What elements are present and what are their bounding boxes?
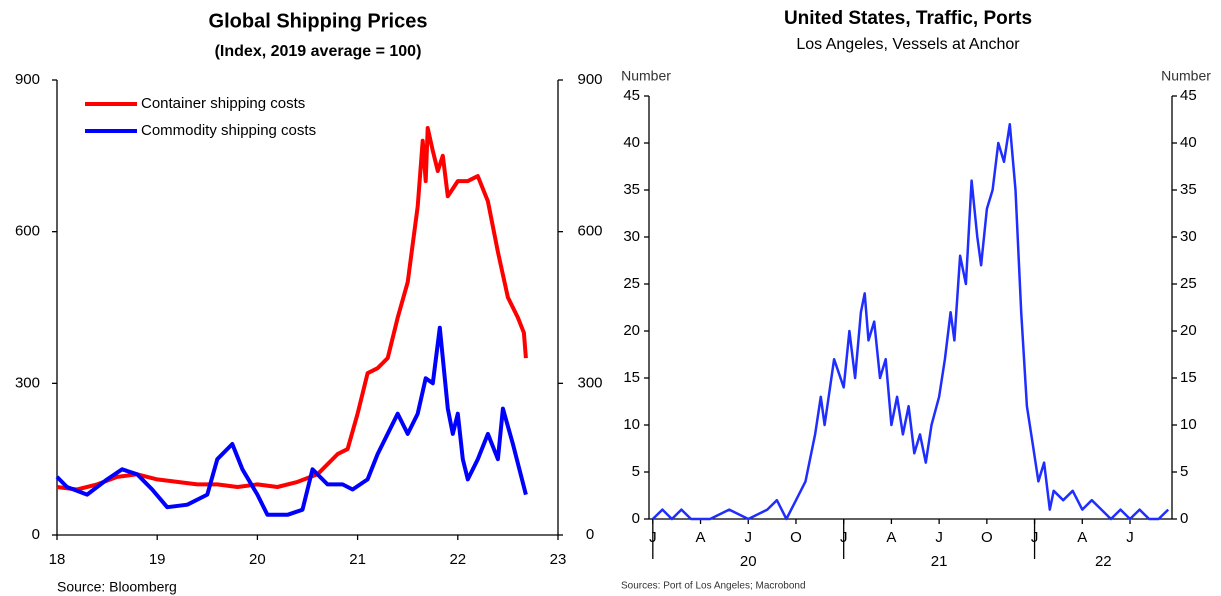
- y-tick-label: 0: [632, 510, 640, 527]
- y-tick-label: 15: [623, 369, 640, 386]
- y2-tick-label: 35: [1180, 181, 1197, 198]
- y2-tick-label: 900: [577, 71, 602, 88]
- line: [56, 126, 528, 492]
- x-tick-label: O: [981, 529, 993, 546]
- x-tick-label: 18: [49, 551, 66, 568]
- y-tick-label: 35: [623, 181, 640, 198]
- line: [651, 122, 1170, 521]
- y2-tick-label: 15: [1180, 369, 1197, 386]
- x-tick-label: 20: [249, 551, 266, 568]
- x-tick-label: A: [696, 529, 706, 546]
- x-tick-label: J: [1126, 529, 1134, 546]
- year-label: 21: [931, 553, 948, 570]
- y-tick-label: 0: [32, 526, 40, 543]
- y2-tick-label: 0: [586, 526, 594, 543]
- x-tick-label: J: [935, 529, 943, 546]
- y2-tick-label: 30: [1180, 228, 1197, 245]
- y2-tick-label: 10: [1180, 416, 1197, 433]
- source: Source: Bloomberg: [57, 579, 177, 595]
- chart-subtitle: Los Angeles, Vessels at Anchor: [796, 36, 1020, 53]
- y-tick-label: 45: [623, 87, 640, 104]
- y2-tick-label: 0: [1180, 510, 1188, 527]
- y2-tick-label: 25: [1180, 275, 1197, 292]
- x-tick-label: J: [745, 529, 753, 546]
- y2-tick-label: 45: [1180, 87, 1197, 104]
- year-label: 20: [740, 553, 757, 570]
- year-label: 22: [1095, 553, 1112, 570]
- legend-label: Container shipping costs: [141, 95, 305, 112]
- y2-tick-label: 40: [1180, 134, 1197, 151]
- y2-tick-label: 600: [577, 223, 602, 240]
- y2-axis-label: Number: [1161, 68, 1211, 84]
- y-tick-label: 10: [623, 416, 640, 433]
- x-tick-label: O: [790, 529, 802, 546]
- chart-title: United States, Traffic, Ports: [784, 8, 1032, 29]
- source: Sources: Port of Los Angeles; Macrobond: [621, 581, 806, 592]
- chart-subtitle: (Index, 2019 average = 100): [215, 43, 422, 60]
- y-axis-label: Number: [621, 68, 671, 84]
- x-tick-label: A: [886, 529, 896, 546]
- legend-label: Commodity shipping costs: [141, 122, 316, 139]
- x-tick-label: A: [1077, 529, 1087, 546]
- line: [55, 325, 528, 517]
- y-tick-label: 600: [15, 223, 40, 240]
- x-tick-label: 23: [550, 551, 567, 568]
- y2-tick-label: 300: [577, 374, 602, 391]
- y-tick-label: 5: [632, 463, 640, 480]
- chart-title: Global Shipping Prices: [209, 10, 428, 32]
- y-tick-label: 20: [623, 322, 640, 339]
- y2-tick-label: 20: [1180, 322, 1197, 339]
- x-tick-label: 22: [449, 551, 466, 568]
- y2-tick-label: 5: [1180, 463, 1188, 480]
- y-tick-label: 40: [623, 134, 640, 151]
- y-tick-label: 25: [623, 275, 640, 292]
- x-tick-label: 19: [149, 551, 166, 568]
- y-tick-label: 900: [15, 71, 40, 88]
- y-tick-label: 300: [15, 374, 40, 391]
- x-tick-label: 21: [349, 551, 366, 568]
- y-tick-label: 30: [623, 228, 640, 245]
